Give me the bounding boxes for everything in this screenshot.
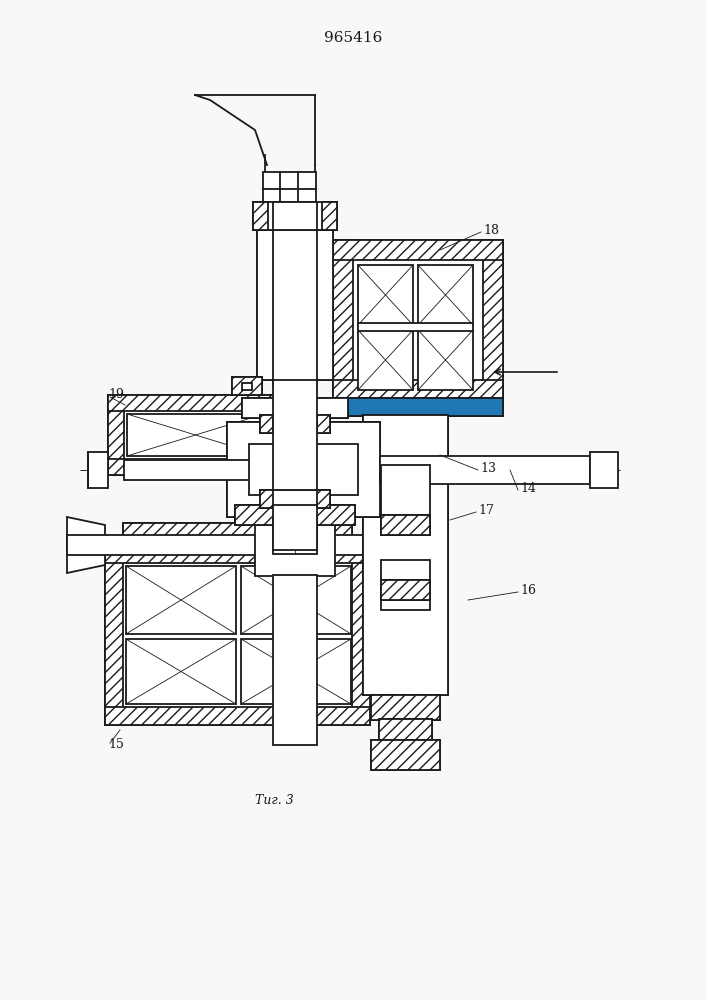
- Bar: [317, 398, 348, 418]
- Bar: [126, 639, 236, 704]
- Bar: [260, 490, 330, 508]
- Bar: [108, 395, 283, 475]
- Bar: [358, 323, 473, 331]
- Bar: [317, 415, 330, 433]
- Bar: [381, 515, 430, 535]
- Bar: [358, 422, 380, 517]
- Bar: [108, 395, 124, 475]
- Bar: [273, 202, 317, 230]
- Bar: [232, 377, 262, 395]
- Bar: [379, 719, 432, 741]
- Bar: [257, 230, 273, 380]
- Bar: [253, 202, 268, 230]
- Bar: [371, 740, 440, 770]
- Bar: [283, 456, 295, 484]
- Bar: [241, 566, 351, 634]
- Bar: [381, 560, 430, 610]
- Bar: [352, 545, 370, 725]
- Bar: [371, 695, 440, 720]
- Bar: [317, 490, 330, 508]
- Bar: [227, 422, 380, 444]
- Text: 965416: 965416: [324, 31, 382, 45]
- Bar: [371, 695, 440, 720]
- Bar: [273, 516, 317, 554]
- Bar: [105, 545, 123, 725]
- Text: 18: 18: [483, 224, 499, 236]
- Bar: [317, 230, 333, 380]
- Bar: [88, 452, 108, 488]
- Bar: [124, 460, 267, 480]
- Bar: [333, 240, 353, 400]
- Bar: [273, 505, 317, 550]
- Bar: [123, 523, 352, 545]
- Bar: [379, 719, 432, 741]
- Text: Τиг. 3: Τиг. 3: [255, 794, 293, 806]
- Bar: [127, 414, 264, 456]
- Text: 17: 17: [478, 504, 494, 516]
- Bar: [381, 580, 430, 600]
- Bar: [108, 459, 283, 475]
- Bar: [232, 377, 262, 395]
- Bar: [333, 398, 503, 416]
- Bar: [242, 398, 348, 418]
- Bar: [235, 505, 355, 525]
- Bar: [263, 172, 316, 207]
- Bar: [381, 580, 430, 600]
- Text: 14: 14: [520, 482, 536, 494]
- Bar: [333, 240, 503, 260]
- Bar: [381, 465, 430, 515]
- Bar: [227, 422, 380, 517]
- Bar: [333, 398, 503, 416]
- Bar: [260, 415, 273, 433]
- Bar: [590, 452, 618, 488]
- Bar: [227, 422, 249, 517]
- Bar: [105, 707, 370, 725]
- Bar: [242, 383, 252, 390]
- Bar: [126, 566, 236, 634]
- Text: 13: 13: [480, 462, 496, 475]
- Bar: [275, 536, 315, 551]
- Bar: [363, 415, 448, 695]
- Bar: [255, 508, 335, 523]
- Bar: [123, 523, 352, 545]
- Bar: [273, 230, 317, 385]
- Bar: [322, 202, 337, 230]
- Bar: [380, 456, 590, 484]
- Bar: [418, 330, 473, 390]
- Bar: [285, 550, 305, 565]
- Bar: [273, 380, 317, 490]
- Bar: [249, 444, 358, 495]
- Polygon shape: [67, 517, 105, 573]
- Bar: [105, 545, 370, 563]
- Bar: [418, 265, 473, 325]
- Bar: [358, 330, 413, 390]
- Text: 19: 19: [108, 388, 124, 401]
- Bar: [227, 495, 380, 517]
- Bar: [273, 575, 317, 745]
- Bar: [255, 508, 335, 576]
- Bar: [483, 240, 503, 400]
- Bar: [363, 415, 448, 695]
- Bar: [67, 535, 392, 555]
- Bar: [105, 545, 370, 725]
- Bar: [260, 415, 330, 433]
- Bar: [358, 265, 413, 325]
- Bar: [235, 505, 355, 525]
- Bar: [242, 398, 273, 418]
- Text: 15: 15: [108, 738, 124, 752]
- Bar: [257, 230, 333, 380]
- Bar: [253, 202, 337, 230]
- Bar: [333, 240, 503, 400]
- Text: 16: 16: [520, 584, 536, 596]
- Bar: [108, 395, 283, 411]
- Bar: [371, 740, 440, 770]
- Bar: [267, 395, 283, 475]
- Bar: [260, 490, 273, 508]
- Bar: [381, 515, 430, 535]
- Bar: [265, 522, 325, 537]
- Bar: [333, 380, 503, 400]
- Bar: [241, 639, 351, 704]
